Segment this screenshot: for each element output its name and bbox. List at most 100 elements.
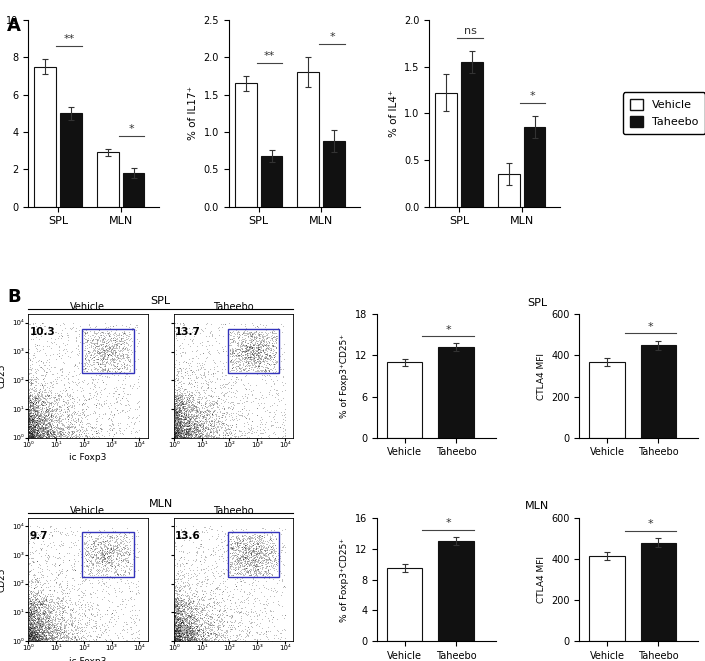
Point [186, 629, 197, 639]
Point [23, 430, 35, 440]
Point [176, 405, 187, 416]
Point [189, 631, 200, 642]
Point [33, 617, 44, 628]
Point [171, 601, 183, 611]
Point [92, 570, 104, 580]
Point [270, 564, 281, 574]
Point [254, 549, 265, 559]
Point [39, 555, 51, 565]
Point [246, 541, 257, 551]
Point [35, 619, 47, 629]
Point [130, 426, 141, 436]
Point [107, 342, 118, 353]
Point [36, 369, 47, 380]
Point [190, 430, 202, 440]
Point [23, 432, 35, 442]
Point [229, 342, 240, 353]
Point [104, 570, 116, 581]
Point [248, 546, 259, 557]
Point [107, 338, 118, 348]
Point [116, 563, 127, 573]
Point [264, 555, 276, 565]
Point [216, 525, 228, 536]
Point [191, 422, 202, 432]
Point [194, 403, 205, 413]
Point [26, 422, 37, 432]
Point [31, 617, 42, 627]
Point [213, 597, 224, 607]
Point [173, 627, 185, 638]
Point [231, 580, 242, 591]
Point [54, 610, 66, 621]
Point [189, 611, 200, 621]
Point [33, 430, 44, 440]
Point [264, 547, 275, 558]
Point [173, 419, 185, 430]
Point [171, 622, 183, 633]
Point [252, 345, 263, 356]
Point [169, 617, 180, 628]
Point [255, 432, 266, 443]
Point [30, 545, 41, 556]
Point [44, 597, 55, 607]
Point [75, 428, 87, 439]
Point [174, 631, 185, 642]
Point [62, 618, 73, 629]
Point [107, 542, 118, 553]
Point [123, 568, 135, 579]
Point [89, 539, 100, 550]
Point [29, 615, 40, 626]
Point [46, 618, 57, 629]
Point [180, 635, 191, 646]
Point [66, 620, 77, 631]
Point [111, 342, 123, 353]
Point [178, 414, 190, 424]
Point [195, 631, 206, 642]
Point [103, 339, 114, 350]
Point [257, 535, 269, 545]
Point [32, 627, 43, 638]
Point [128, 422, 139, 433]
Point [258, 345, 269, 356]
Point [126, 531, 137, 541]
Point [179, 378, 190, 389]
Point [191, 628, 202, 639]
Point [28, 428, 39, 439]
Point [228, 620, 239, 631]
Point [50, 432, 61, 443]
Point [114, 364, 125, 374]
Point [192, 626, 204, 637]
Point [171, 621, 182, 631]
Point [109, 539, 121, 550]
Point [106, 345, 117, 356]
Point [32, 427, 43, 438]
Point [248, 362, 259, 372]
Point [104, 330, 115, 340]
Point [24, 624, 35, 635]
Point [44, 417, 55, 428]
Point [25, 598, 36, 608]
Point [116, 565, 127, 576]
Point [66, 615, 78, 626]
Point [204, 427, 216, 438]
Point [29, 627, 40, 638]
Point [92, 394, 103, 405]
Point [27, 611, 38, 621]
Point [27, 611, 38, 621]
Point [170, 623, 181, 634]
Point [242, 344, 253, 355]
Point [54, 432, 66, 443]
Point [30, 393, 42, 404]
Point [217, 381, 228, 392]
Point [32, 576, 44, 587]
Point [24, 407, 35, 417]
Point [173, 595, 185, 605]
Point [65, 389, 76, 400]
Point [198, 385, 209, 395]
Point [132, 539, 143, 549]
Point [46, 615, 57, 625]
Point [30, 594, 42, 604]
Point [196, 607, 207, 617]
Point [25, 607, 37, 617]
Point [177, 413, 188, 424]
